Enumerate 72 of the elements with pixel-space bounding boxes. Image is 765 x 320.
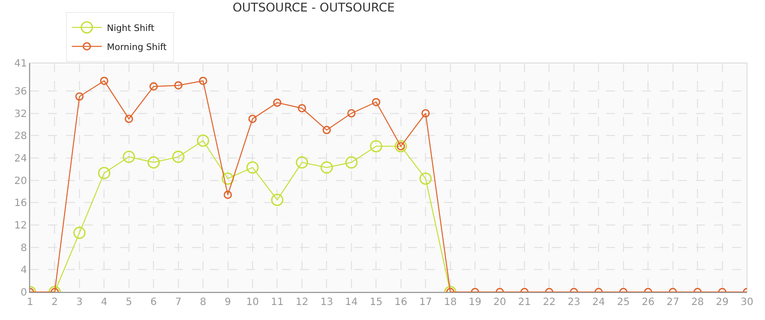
point (273, 98, 282, 107)
x-tick-label: 17 (419, 297, 432, 308)
y-tick-label: 8 (20, 242, 27, 254)
x-tick-label: 23 (568, 297, 580, 308)
point (73, 226, 86, 239)
x-tick-label: 3 (76, 297, 83, 308)
x-tick-label: 16 (394, 297, 408, 308)
y-tick-label: 12 (14, 220, 27, 232)
point (421, 109, 430, 118)
y-tick-label: 0 (20, 288, 27, 298)
x-tick-label: 12 (296, 297, 308, 308)
x-tick-label: 4 (100, 297, 108, 308)
legend-label: Morning Shift (106, 42, 168, 53)
x-tick-label: 8 (200, 297, 206, 308)
point (320, 161, 333, 174)
legend-label: Night Shift (106, 24, 155, 34)
x-tick-label: 15 (370, 297, 383, 308)
y-tick-label: 24 (14, 153, 27, 164)
x-tick-label: 5 (126, 297, 132, 308)
chart-title: OUTSOURCE - OUTSOURCE (232, 0, 395, 15)
x-tick-label: 6 (150, 297, 157, 308)
point (222, 172, 234, 185)
point (149, 82, 158, 91)
point (296, 156, 308, 169)
point (347, 109, 356, 118)
y-tick-label: 4 (20, 265, 27, 276)
y-tick-label: 36 (14, 86, 27, 98)
point (246, 161, 259, 174)
x-tick-label: 22 (542, 297, 556, 308)
point (122, 150, 136, 163)
point (248, 114, 257, 123)
point (419, 172, 432, 185)
x-tick-label: 18 (444, 297, 457, 308)
point (198, 76, 208, 86)
point (174, 81, 182, 90)
x-tick-label: 30 (740, 297, 754, 308)
y-tick-label: 16 (14, 198, 27, 210)
point (224, 190, 232, 199)
y-tick-label: 32 (14, 108, 27, 120)
point (98, 166, 110, 180)
point (124, 114, 134, 123)
point (75, 92, 84, 101)
point (100, 76, 108, 86)
x-tick-label: 1 (26, 297, 34, 308)
x-tick-label: 20 (493, 297, 506, 308)
x-tick-label: 28 (691, 297, 704, 308)
x-tick-label: 10 (246, 297, 259, 308)
point (147, 156, 160, 169)
y-tick-label: 20 (14, 176, 27, 187)
x-tick-label: 25 (617, 297, 630, 308)
x-tick-label: 29 (716, 297, 729, 308)
x-tick-label: 21 (518, 297, 531, 308)
point (196, 134, 210, 147)
x-tick-label: 27 (666, 297, 680, 308)
point (345, 156, 358, 169)
x-tick-label: 19 (468, 297, 482, 308)
x-tick-label: 11 (270, 297, 284, 308)
y-tick-label: 41 (14, 58, 27, 70)
point (298, 104, 306, 112)
point (271, 194, 284, 206)
point (370, 140, 382, 152)
x-tick-label: 26 (642, 297, 654, 308)
x-tick-label: 13 (320, 297, 334, 308)
y-tick-label: 28 (14, 131, 27, 142)
point (372, 98, 380, 106)
point (172, 150, 184, 163)
x-tick-label: 7 (175, 297, 182, 308)
x-tick-label: 14 (345, 297, 358, 308)
point (322, 126, 331, 134)
x-tick-label: 24 (592, 297, 606, 308)
x-tick-label: 9 (224, 297, 231, 308)
x-tick-label: 2 (52, 297, 58, 308)
